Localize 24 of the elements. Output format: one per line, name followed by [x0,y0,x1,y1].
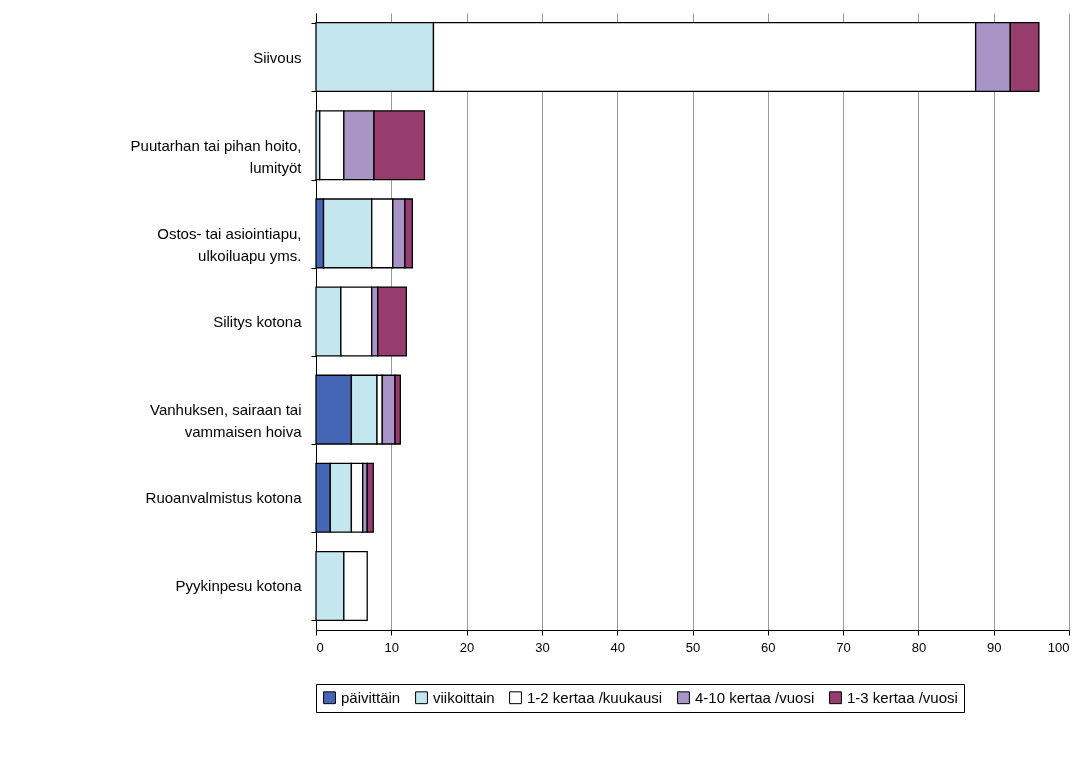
legend-label: päivittäin [341,688,401,706]
x-tick-label: 80 [911,639,927,655]
legend-label: viikoittain [433,688,495,706]
legend-label: 4-10 kertaa /vuosi [695,688,815,706]
y-tick-label: Pyykinpesu kotona [175,577,303,595]
y-tick-label: Vanhuksen, sairaan tai vammaisen hoiva [150,401,303,441]
y-tick-label: Ruoanvalmistus kotona [145,489,303,507]
x-tick-label: 30 [535,639,550,655]
x-tick-label: 50 [685,639,701,655]
x-tick-label: 60 [761,639,776,655]
x-tick-label: 10 [384,639,400,655]
legend-label: 1-3 kertaa /vuosi [847,688,958,706]
y-tick-label: Puutarhan tai pihan hoito, lumityöt [130,136,303,176]
y-tick-label: Siivous [253,48,302,66]
bar [366,462,374,533]
x-tick-label: 100 [1047,639,1070,655]
x-tick-label: 40 [610,639,625,655]
y-tick-label: Ostos- tai asiointiapu, ulkoiluapu yms. [157,224,302,264]
x-tick-label: 90 [986,639,1002,655]
x-tick-label: 20 [459,639,475,655]
y-tick-label: Silitys kotona [213,313,303,330]
x-tick-label: 0 [316,639,324,655]
x-tick-label: 70 [836,639,851,655]
legend-label: 1-2 kertaa /kuukausi [527,688,663,706]
